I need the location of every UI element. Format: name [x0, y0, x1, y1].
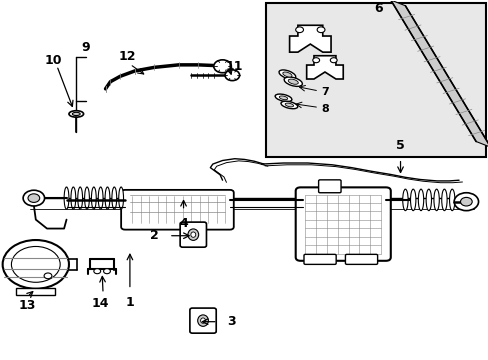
Ellipse shape [287, 79, 298, 84]
Ellipse shape [84, 187, 89, 209]
Ellipse shape [433, 189, 438, 211]
Polygon shape [16, 288, 55, 295]
Text: 9: 9 [81, 41, 90, 54]
FancyBboxPatch shape [295, 187, 390, 261]
Ellipse shape [78, 187, 82, 209]
Text: 13: 13 [19, 299, 36, 312]
Text: 12: 12 [119, 50, 136, 63]
Circle shape [23, 190, 44, 206]
Polygon shape [289, 25, 330, 52]
Ellipse shape [410, 189, 415, 211]
Ellipse shape [448, 189, 454, 211]
Circle shape [317, 27, 325, 33]
Text: 11: 11 [225, 60, 243, 73]
Ellipse shape [279, 70, 295, 79]
FancyBboxPatch shape [304, 255, 335, 264]
Circle shape [453, 193, 478, 211]
Ellipse shape [105, 187, 110, 209]
Ellipse shape [402, 189, 407, 211]
Ellipse shape [282, 72, 291, 77]
Ellipse shape [285, 103, 293, 107]
Ellipse shape [72, 112, 80, 116]
Ellipse shape [275, 94, 291, 102]
Ellipse shape [190, 232, 195, 237]
FancyBboxPatch shape [345, 255, 377, 264]
Text: 1: 1 [125, 296, 134, 309]
Ellipse shape [91, 187, 96, 209]
Circle shape [94, 269, 101, 274]
Text: 2: 2 [150, 229, 159, 242]
Ellipse shape [284, 77, 302, 86]
Text: 4: 4 [179, 217, 187, 230]
Circle shape [460, 197, 471, 206]
Circle shape [295, 27, 303, 33]
Text: 6: 6 [373, 3, 382, 15]
Ellipse shape [98, 187, 103, 209]
Polygon shape [390, 0, 488, 147]
Circle shape [312, 58, 319, 63]
Ellipse shape [69, 111, 83, 117]
FancyBboxPatch shape [189, 308, 216, 333]
Text: 5: 5 [395, 139, 404, 152]
Ellipse shape [279, 96, 287, 100]
Text: 7: 7 [321, 87, 328, 98]
Circle shape [11, 247, 60, 282]
Ellipse shape [119, 187, 123, 209]
Circle shape [28, 194, 40, 202]
Ellipse shape [417, 189, 423, 211]
Ellipse shape [281, 101, 297, 109]
Text: 3: 3 [227, 315, 236, 328]
Text: 14: 14 [92, 297, 109, 310]
Ellipse shape [187, 229, 198, 240]
Circle shape [213, 60, 231, 73]
Text: 8: 8 [321, 104, 328, 113]
Ellipse shape [64, 187, 69, 209]
Polygon shape [306, 56, 343, 79]
Ellipse shape [200, 318, 205, 323]
Circle shape [224, 70, 239, 81]
Bar [266, 3, 485, 157]
Ellipse shape [197, 315, 208, 327]
FancyBboxPatch shape [318, 180, 340, 193]
FancyBboxPatch shape [180, 222, 206, 247]
Ellipse shape [441, 189, 446, 211]
Text: 10: 10 [44, 54, 62, 67]
Ellipse shape [71, 187, 76, 209]
Ellipse shape [112, 187, 117, 209]
Circle shape [2, 240, 69, 289]
FancyBboxPatch shape [121, 190, 233, 230]
Circle shape [103, 269, 110, 274]
Circle shape [330, 58, 336, 63]
Ellipse shape [425, 189, 430, 211]
Circle shape [44, 273, 52, 279]
